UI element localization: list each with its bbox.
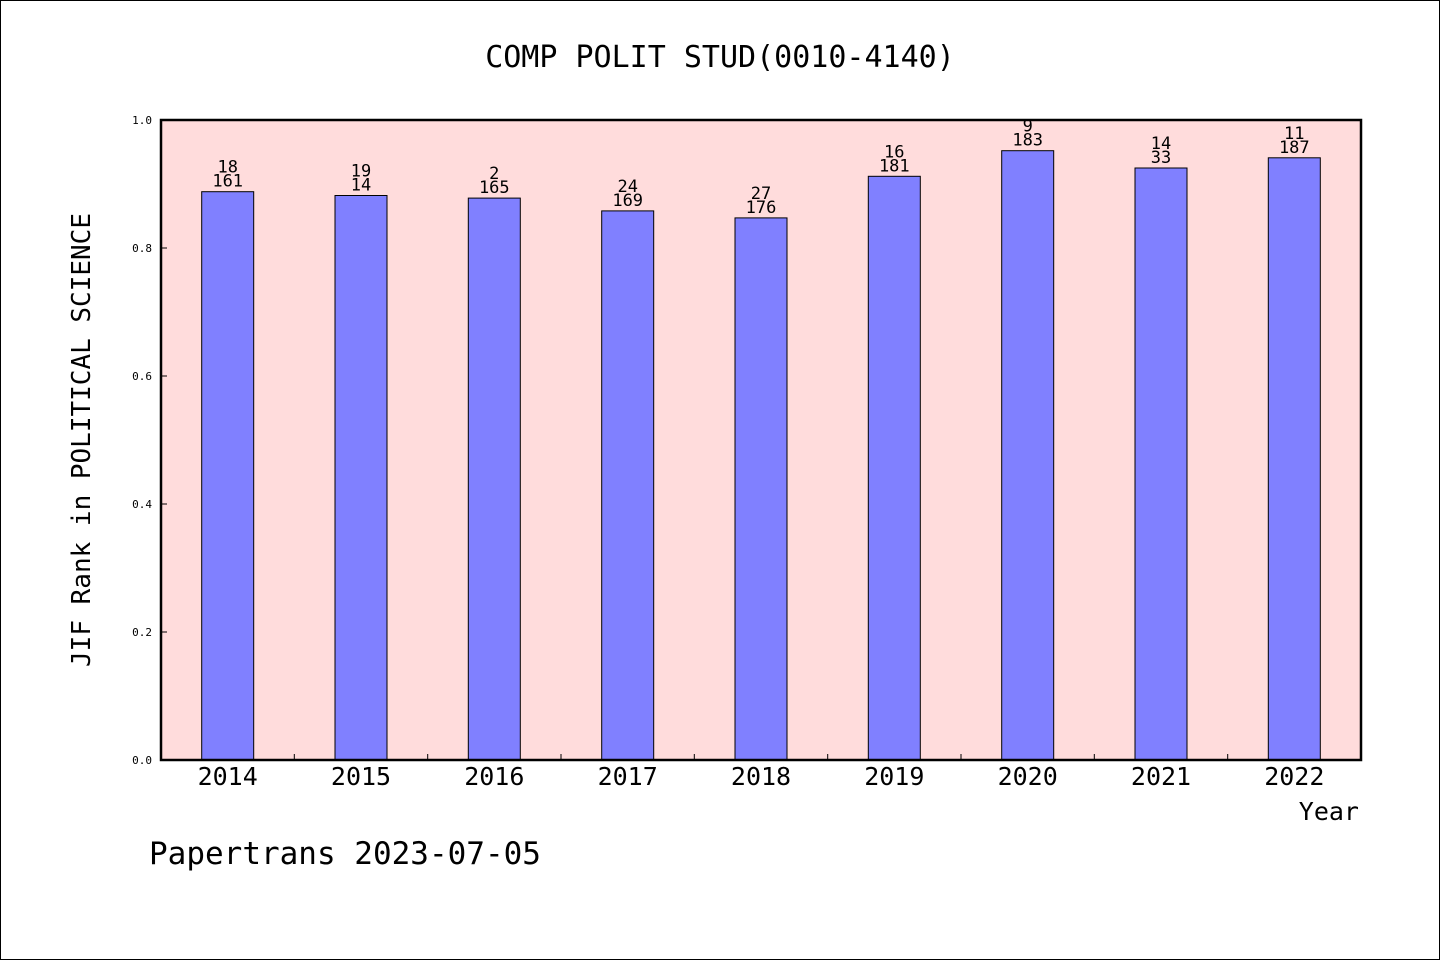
data-label-rank-2014: 18 bbox=[217, 158, 237, 178]
bar-2019 bbox=[867, 175, 921, 761]
bar-2016 bbox=[467, 197, 521, 761]
bar-2017 bbox=[601, 210, 655, 761]
y-tick-label-0.6: 0.6 bbox=[132, 370, 152, 383]
data-label-total-2014: 161 bbox=[212, 172, 243, 192]
data-label-rank-2021: 14 bbox=[1151, 134, 1171, 154]
y-tick-label-0.8: 0.8 bbox=[132, 242, 152, 255]
x-tick-label-2019: 2019 bbox=[864, 762, 924, 791]
x-tick-label-2017: 2017 bbox=[598, 762, 658, 791]
credit-text: Papertrans 2023-07-05 bbox=[149, 836, 541, 872]
data-label-rank-2022: 11 bbox=[1284, 124, 1304, 144]
data-label-rank-2018: 27 bbox=[751, 184, 771, 204]
x-tick-label-2022: 2022 bbox=[1264, 762, 1324, 791]
data-label-total-2016: 165 bbox=[479, 178, 510, 198]
data-label-total-2022: 187 bbox=[1279, 138, 1310, 158]
data-label-total-2015: 14 bbox=[351, 176, 371, 196]
y-tick-label-0.4: 0.4 bbox=[132, 498, 152, 511]
bar-2021 bbox=[1134, 167, 1188, 761]
bar-2022 bbox=[1267, 157, 1321, 761]
x-tick-label-2021: 2021 bbox=[1131, 762, 1191, 791]
x-tick-label-2016: 2016 bbox=[464, 762, 524, 791]
x-axis-title: Year bbox=[1299, 797, 1359, 826]
data-label-rank-2015: 19 bbox=[351, 162, 371, 182]
data-label-total-2021: 33 bbox=[1151, 148, 1171, 168]
x-tick-label-2020: 2020 bbox=[998, 762, 1058, 791]
x-tick-label-2018: 2018 bbox=[731, 762, 791, 791]
bar-2018 bbox=[734, 217, 788, 761]
data-label-total-2018: 176 bbox=[746, 198, 777, 218]
y-axis-title: JIF Rank in POLITICAL SCIENCE bbox=[67, 213, 97, 667]
x-tick-label-2014: 2014 bbox=[198, 762, 258, 791]
ticks-group: 2014 2015 2016 2017 2018 2019 2020 2021 2022 0.0 0… bbox=[132, 114, 1324, 791]
chart-title: COMP POLIT STUD(0010-4140) bbox=[485, 40, 955, 75]
y-tick-label-1.0: 1.0 bbox=[132, 114, 152, 127]
data-label-total-2017: 169 bbox=[612, 191, 643, 211]
data-label-rank-2017: 24 bbox=[617, 177, 637, 197]
data-label-rank-2019: 16 bbox=[884, 142, 904, 162]
bar-2020 bbox=[1001, 150, 1055, 761]
bar-2015 bbox=[334, 195, 388, 761]
y-tick-label-0.0: 0.0 bbox=[132, 754, 152, 767]
data-label-total-2020: 183 bbox=[1012, 131, 1043, 151]
data-label-rank-2020: 9 bbox=[1023, 117, 1033, 137]
y-tick-label-0.2: 0.2 bbox=[132, 626, 152, 639]
plot-border bbox=[159, 118, 1363, 762]
data-label-total-2019: 181 bbox=[879, 156, 910, 176]
data-label-rank-2016: 2 bbox=[489, 164, 499, 184]
x-tick-label-2015: 2015 bbox=[331, 762, 391, 791]
bar-2014 bbox=[201, 191, 255, 761]
